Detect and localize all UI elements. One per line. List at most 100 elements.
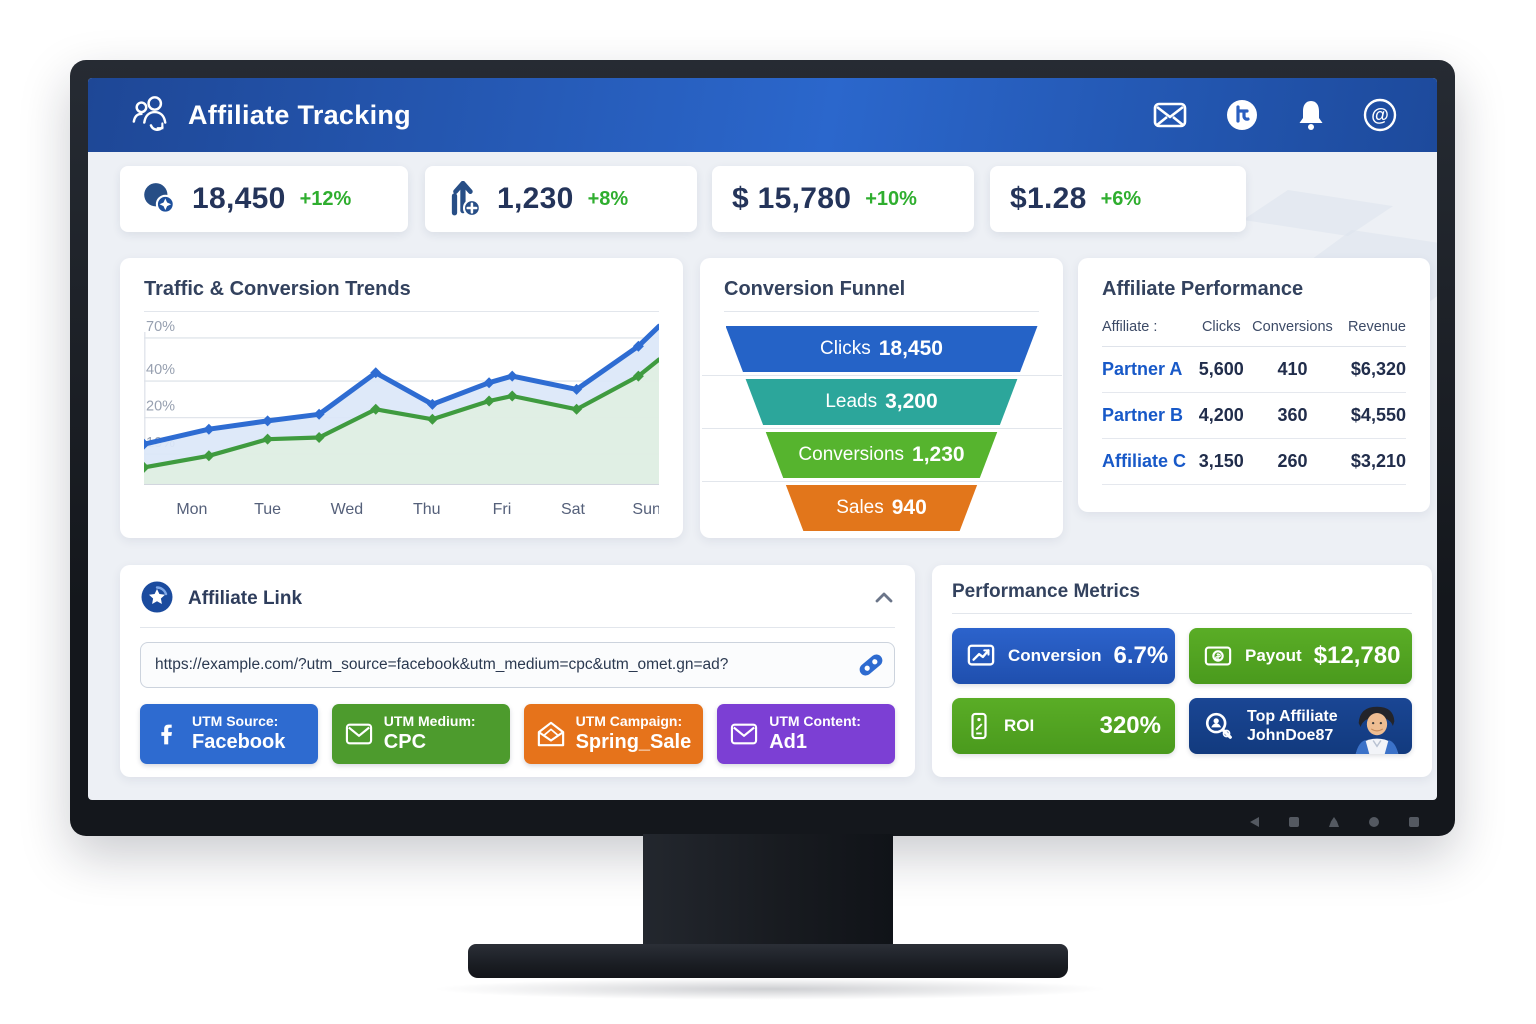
utm-tile-spring_sale[interactable]: UTM Campaign: Spring_Sale xyxy=(523,704,704,764)
affiliate-name-link[interactable]: Affiliate C xyxy=(1102,451,1187,471)
svg-text:Tue: Tue xyxy=(254,501,281,518)
clicks-cell: 3,150 xyxy=(1198,451,1244,471)
monitor-button-brightness[interactable] xyxy=(1329,817,1339,827)
column-header: Clicks xyxy=(1201,318,1241,335)
stat-value: $ 15,780 xyxy=(732,182,852,215)
monitor-shadow xyxy=(430,978,1110,1000)
banknote-icon xyxy=(1203,642,1233,670)
svg-text:@: @ xyxy=(1371,105,1389,125)
stat-card: $ 15,780 +10% xyxy=(712,166,974,232)
svg-text:Fri: Fri xyxy=(493,501,512,518)
utm-value: Ad1 xyxy=(769,731,807,754)
trends-card: Traffic & Conversion Trends 70%40%20%10%… xyxy=(120,258,683,538)
divider xyxy=(724,311,1039,312)
clicks-cell: 4,200 xyxy=(1198,405,1244,425)
affiliates-icon xyxy=(128,94,172,137)
at-icon[interactable]: @ xyxy=(1363,98,1397,132)
funnel-stage-value: 3,200 xyxy=(885,390,938,413)
metric-label: Top Affiliate xyxy=(1247,707,1338,725)
divider xyxy=(140,627,895,628)
utm-value: Spring_Sale xyxy=(575,731,692,754)
table-row: Affiliate C 3,150 260 $3,210 xyxy=(1102,439,1406,485)
metrics-title: Performance Metrics xyxy=(952,581,1140,602)
clicks-icon xyxy=(140,181,178,217)
affiliate-link-card: Affiliate Link UTM Source: Facebook UTM M… xyxy=(120,565,915,777)
funnel-stage: Sales 940 xyxy=(785,485,978,531)
clicks-cell: 5,600 xyxy=(1198,359,1244,379)
monitor-button-settings[interactable] xyxy=(1409,817,1419,827)
table-row: Partner B 4,200 360 $4,550 xyxy=(1102,393,1406,439)
envelope-icon xyxy=(344,721,374,747)
divider xyxy=(144,311,659,312)
person-search-icon xyxy=(1203,710,1235,742)
metric-value: 320% xyxy=(1099,712,1161,739)
monitor-button-power[interactable] xyxy=(1369,817,1379,827)
monitor-button-menu[interactable] xyxy=(1289,817,1299,827)
utm-tile-cpc[interactable]: UTM Medium: CPC xyxy=(331,704,510,764)
conversions-cell: 410 xyxy=(1277,359,1308,379)
performance-metrics-card: Performance Metrics Conversion 6.7% Payou… xyxy=(932,565,1432,777)
utm-tile-ad1[interactable]: UTM Content: Ad1 xyxy=(717,704,895,764)
monitor-button-input[interactable] xyxy=(1250,817,1259,827)
metric-tile-payout: Payout $12,780 xyxy=(1189,628,1412,684)
affiliate-name-link[interactable]: Partner A xyxy=(1102,359,1183,379)
metric-tile-conversion: Conversion 6.7% xyxy=(952,628,1175,684)
funnel-stage-value: 18,450 xyxy=(878,337,943,360)
receipt-icon xyxy=(966,711,992,741)
profile-circle-icon[interactable] xyxy=(1225,98,1259,132)
bell-icon[interactable] xyxy=(1297,99,1325,131)
metric-value: 6.7% xyxy=(1113,642,1169,669)
divider xyxy=(701,428,1062,429)
copy-link-icon[interactable] xyxy=(857,651,885,679)
decorative-shape xyxy=(1243,190,1393,236)
utm-tile-facebook[interactable]: UTM Source: Facebook xyxy=(140,704,318,764)
svg-text:Sun: Sun xyxy=(632,501,659,518)
column-header: Affiliate : xyxy=(1102,318,1158,335)
metric-label: ROI xyxy=(1004,716,1035,735)
stat-value: 1,230 xyxy=(497,182,574,215)
stat-card: 1,230 +8% xyxy=(425,166,697,232)
stat-delta: +6% xyxy=(1100,187,1142,210)
affiliate-name-link[interactable]: Partner B xyxy=(1102,405,1184,425)
column-header: Revenue xyxy=(1347,318,1406,335)
divider xyxy=(952,613,1412,614)
funnel-title: Conversion Funnel xyxy=(724,278,906,300)
open-envelope-icon xyxy=(536,720,566,748)
envelope-icon xyxy=(729,721,759,747)
screen: Affiliate Tracking @ 18,450 +12% 1,230 +8%… xyxy=(88,78,1437,800)
app-header: Affiliate Tracking @ xyxy=(88,78,1437,152)
funnel-stage-label: Leads xyxy=(825,391,878,412)
svg-text:Mon: Mon xyxy=(176,501,207,518)
stat-value: 18,450 xyxy=(192,182,286,215)
svg-text:70%: 70% xyxy=(146,319,175,335)
star-badge-icon xyxy=(140,580,174,619)
utm-label: UTM Content: xyxy=(769,712,861,729)
funnel-stage: Conversions 1,230 xyxy=(765,432,998,478)
signups-icon xyxy=(445,181,483,217)
funnel-card: Conversion Funnel Clicks 18,450 Leads 3,200… xyxy=(700,258,1063,538)
stat-delta: +10% xyxy=(865,187,917,210)
utm-label: UTM Medium: xyxy=(383,712,476,729)
utm-value: CPC xyxy=(383,731,427,754)
mail-icon[interactable] xyxy=(1153,101,1187,129)
facebook-icon xyxy=(152,719,182,749)
app-title: Affiliate Tracking xyxy=(188,99,411,130)
revenue-cell: $3,210 xyxy=(1350,451,1406,471)
revenue-cell: $6,320 xyxy=(1350,359,1406,379)
affiliate-url-input[interactable] xyxy=(140,642,895,688)
conversions-cell: 260 xyxy=(1277,451,1308,471)
svg-text:Thu: Thu xyxy=(413,501,441,518)
column-header: Conversions xyxy=(1252,318,1333,335)
funnel-chart: Clicks 18,450 Leads 3,200 Conversions 1,230 Sa… xyxy=(701,326,1062,531)
stat-delta: +8% xyxy=(587,187,629,210)
stat-delta: +12% xyxy=(299,187,352,210)
chevron-up-icon[interactable] xyxy=(873,589,895,610)
performance-title: Affiliate Performance xyxy=(1102,278,1304,300)
monitor-stand-neck xyxy=(643,834,893,950)
divider xyxy=(701,481,1062,482)
affiliate-performance-card: Affiliate Performance Affiliate : Clicks C… xyxy=(1078,258,1430,512)
stat-card: 18,450 +12% xyxy=(120,166,408,232)
stat-value: $1.28 xyxy=(1010,182,1087,215)
